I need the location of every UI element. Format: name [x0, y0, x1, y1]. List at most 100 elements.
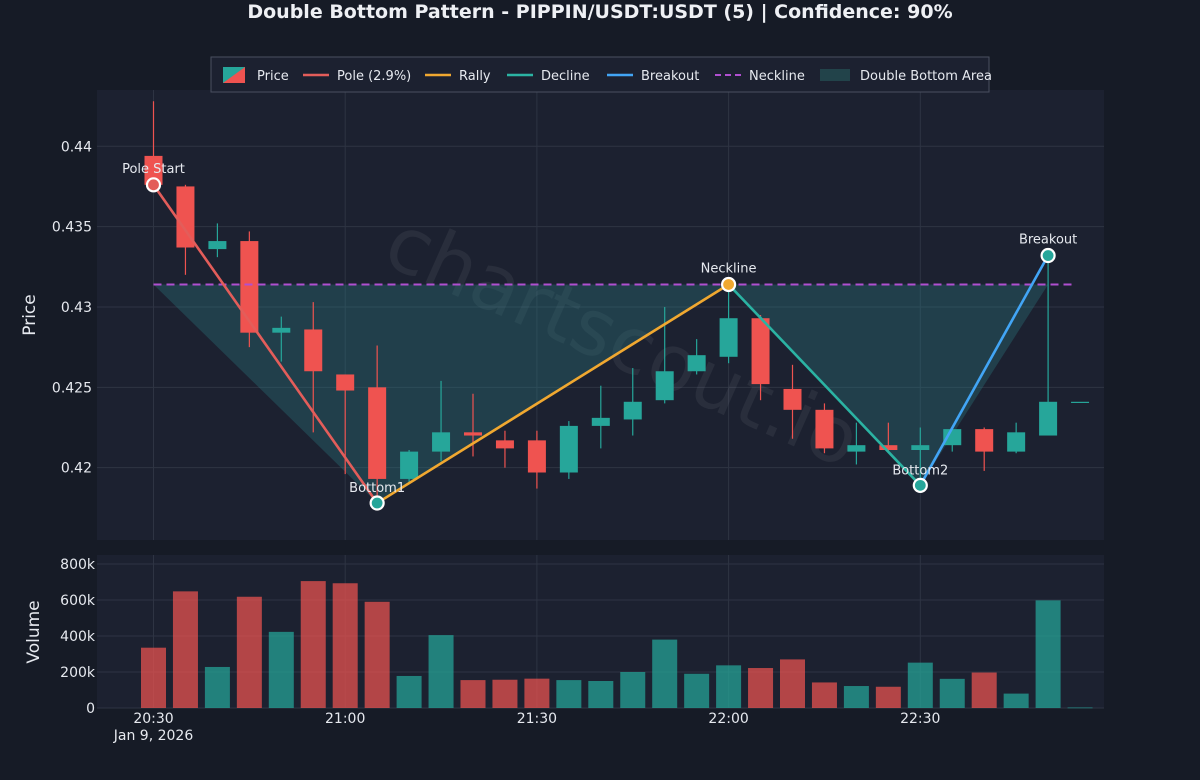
- pattern-point-label: Pole Start: [122, 162, 185, 177]
- grid: [97, 90, 1104, 709]
- candle-body: [495, 440, 514, 449]
- volume-bar: [684, 673, 710, 708]
- candles-layer: [144, 101, 1090, 504]
- legend-label: Decline: [541, 69, 590, 84]
- volume-bar: [1003, 693, 1029, 708]
- x-tick-label: 22:30: [900, 711, 940, 727]
- pattern-point-label: Neckline: [701, 261, 757, 276]
- volume-bar: [268, 631, 294, 708]
- price-tick-label: 0.435: [52, 220, 92, 236]
- volume-axis-title: Volume: [24, 600, 44, 663]
- candle-body: [527, 440, 546, 473]
- volume-bar: [236, 596, 262, 708]
- price-axis-title: Price: [20, 294, 40, 335]
- pattern-point-marker: [1040, 247, 1056, 264]
- volume-bar: [716, 665, 742, 708]
- candle-body: [943, 429, 962, 446]
- x-tick-label: 21:00: [325, 711, 365, 727]
- candle-body: [655, 371, 674, 401]
- decline-line: [727, 283, 922, 487]
- volume-tick-label: 0: [86, 701, 95, 717]
- candle-body: [1071, 401, 1090, 403]
- volume-tick-label: 800k: [60, 557, 96, 573]
- candle-body: [464, 432, 482, 436]
- rally-line: [375, 283, 730, 505]
- volume-bar: [556, 680, 582, 708]
- volume-bar: [907, 662, 933, 708]
- candle-body: [623, 401, 642, 420]
- candle-body: [272, 327, 291, 333]
- volume-bar: [939, 678, 965, 708]
- legend-label: Rally: [459, 69, 491, 84]
- volume-bar: [1067, 707, 1093, 709]
- candle-body: [975, 429, 994, 452]
- volume-bar: [364, 601, 390, 708]
- legend-box: [210, 56, 990, 93]
- volume-tick-label: 600k: [60, 593, 96, 609]
- candle-body: [432, 432, 451, 452]
- candle-body: [911, 445, 930, 450]
- candle-body: [144, 155, 163, 185]
- legend-swatch-area: [820, 69, 850, 81]
- candle-body: [176, 186, 195, 248]
- legend-label: Neckline: [749, 69, 805, 84]
- legend-label: Double Bottom Area: [860, 69, 992, 84]
- pattern-point-marker: [145, 177, 162, 193]
- volume-bar: [811, 682, 837, 708]
- breakout-line: [918, 254, 1050, 487]
- pattern-point-label: Breakout: [1019, 233, 1077, 248]
- price-panel: [97, 90, 1104, 540]
- pattern-points-layer: Pole Start Bottom1 Neckline Bottom2 Breakout: [122, 162, 1077, 511]
- candle-body: [591, 417, 610, 426]
- candle-body: [751, 318, 770, 385]
- candle-body: [1007, 432, 1026, 452]
- legend-label: Pole (2.9%): [337, 69, 411, 84]
- volume-bar: [460, 680, 486, 708]
- candle-body: [783, 388, 802, 410]
- pattern-point-marker: [912, 477, 928, 493]
- volume-bar: [875, 686, 901, 708]
- x-tick-label: 20:30: [133, 711, 173, 727]
- x-tick-label: 22:00: [708, 711, 748, 727]
- price-tick-label: 0.42: [61, 461, 92, 477]
- price-tick-label: 0.425: [52, 380, 92, 396]
- axes-layer: 0.42 0.425 0.43 0.435 0.44 0 200k 400k 600k 800k 2…: [52, 139, 941, 744]
- candle-body: [400, 451, 419, 479]
- candle-body: [336, 374, 355, 391]
- price-tick-label: 0.44: [61, 139, 92, 155]
- legend-label: Breakout: [641, 69, 699, 84]
- volume-bar: [588, 681, 614, 708]
- volume-bar: [300, 581, 326, 708]
- candle-body: [815, 409, 834, 449]
- pattern-lines-layer: [152, 183, 1072, 505]
- legend-swatch-price-bear: [223, 67, 245, 83]
- volume-bar: [620, 672, 646, 708]
- candle-body: [304, 329, 323, 372]
- candle-body: [240, 241, 259, 333]
- volume-bars-layer: [141, 581, 1093, 709]
- volume-tick-label: 200k: [60, 665, 96, 681]
- volume-bar: [172, 591, 198, 708]
- candle-body: [208, 241, 227, 250]
- volume-bar: [332, 583, 358, 708]
- pole-line: [152, 183, 379, 505]
- legend-label: Price: [257, 69, 289, 84]
- volume-bar: [780, 659, 805, 708]
- volume-bar: [1035, 600, 1061, 708]
- price-tick-label: 0.43: [61, 300, 92, 316]
- volume-bar: [843, 686, 869, 708]
- candle-body: [719, 318, 738, 357]
- volume-bar: [204, 666, 230, 708]
- volume-tick-label: 400k: [60, 629, 96, 645]
- volume-bar: [492, 679, 518, 708]
- volume-bar: [141, 647, 166, 708]
- legend: Price Pole (2.9%) Rally Decline Breakout Neck…: [210, 56, 992, 93]
- candle-body: [879, 445, 898, 450]
- volume-bar: [748, 668, 774, 708]
- volume-bar: [524, 678, 550, 708]
- candle-body: [1039, 401, 1058, 436]
- x-date-label: Jan 9, 2026: [113, 728, 194, 744]
- chart-title: Double Bottom Pattern - PIPPIN/USDT:USDT…: [247, 1, 953, 23]
- candle-body: [368, 387, 387, 479]
